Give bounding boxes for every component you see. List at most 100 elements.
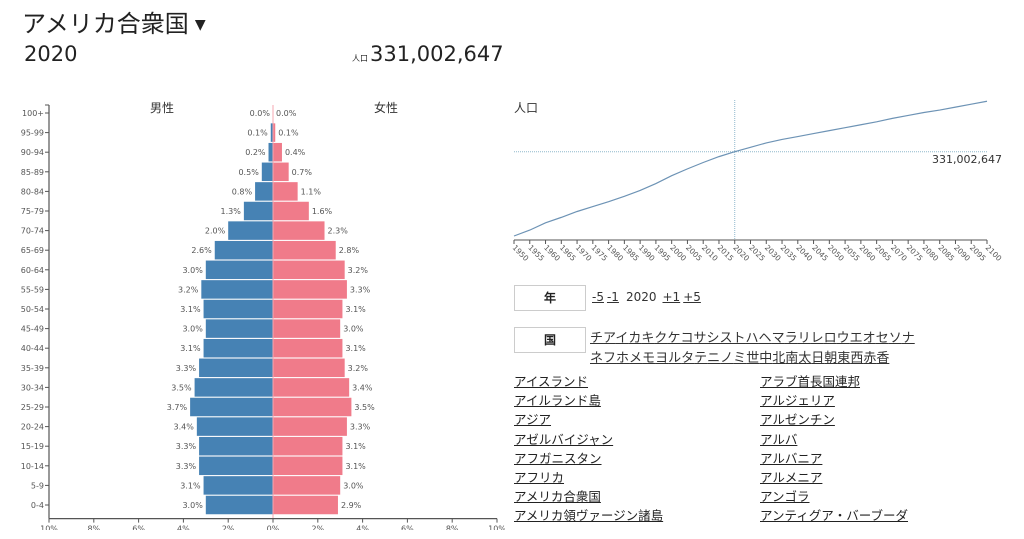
- kana-index-link[interactable]: オ: [862, 331, 876, 346]
- population-pyramid: 男性 女性 100+ 0.0% 0.0% 95-99 0.1% 0.1% 90-94 0.2%…: [21, 100, 505, 530]
- kana-index-link[interactable]: ロ: [823, 331, 837, 346]
- x-tick-label: 2060: [857, 243, 877, 263]
- kana-index-link[interactable]: 北: [772, 351, 786, 366]
- x-tick-label: 1985: [621, 243, 641, 263]
- country-link[interactable]: アルバニア: [760, 450, 823, 466]
- female-label: 女性: [374, 100, 398, 115]
- country-link[interactable]: アルメニア: [760, 470, 823, 486]
- male-bar: [199, 436, 273, 456]
- country-link[interactable]: アフガニスタン: [514, 450, 602, 466]
- kana-index-link[interactable]: ノ: [720, 351, 734, 366]
- kana-index-link[interactable]: カ: [628, 331, 642, 346]
- male-bar: [203, 338, 273, 358]
- age-tick-label: 40-44: [21, 344, 44, 353]
- kana-index-link[interactable]: ヘ: [758, 331, 772, 346]
- kana-index-link[interactable]: ル: [668, 351, 682, 366]
- kana-index-link[interactable]: 世: [746, 351, 760, 366]
- kana-index-link[interactable]: 太: [798, 351, 812, 366]
- age-tick-label: 70-74: [21, 227, 44, 236]
- kana-index-link[interactable]: 香: [876, 351, 890, 366]
- kana-index-link[interactable]: フ: [603, 351, 617, 366]
- age-tick-label: 35-39: [21, 364, 44, 373]
- year-minus-1[interactable]: -1: [606, 290, 619, 304]
- x-tick-label: 1950: [511, 243, 531, 263]
- kana-index-link[interactable]: ク: [654, 331, 668, 346]
- country-link[interactable]: アンゴラ: [760, 489, 810, 505]
- dropdown-caret-icon[interactable]: ▼: [194, 17, 206, 33]
- kana-index-link[interactable]: ニ: [707, 351, 721, 366]
- kana-index-link[interactable]: イ: [615, 331, 629, 346]
- x-tick-label: 2040: [794, 243, 814, 263]
- kana-index-link[interactable]: 南: [785, 351, 799, 366]
- kana-index-link[interactable]: ケ: [667, 331, 681, 346]
- kana-index-link[interactable]: 東: [837, 351, 851, 366]
- female-value-label: 1.1%: [301, 187, 322, 196]
- kana-index-link[interactable]: ウ: [836, 331, 850, 346]
- kana-index-link[interactable]: シ: [706, 331, 720, 346]
- country-link[interactable]: アイルランド島: [514, 393, 601, 409]
- country-link[interactable]: アルジェリア: [760, 393, 835, 409]
- kana-index-link[interactable]: サ: [693, 331, 707, 346]
- kana-index-link[interactable]: ハ: [745, 331, 759, 346]
- country-link[interactable]: アンティグア・バーブーダ: [760, 508, 909, 524]
- year-plus-5[interactable]: +5: [683, 290, 701, 304]
- kana-index-link[interactable]: メ: [629, 351, 643, 366]
- kana-index-link[interactable]: ナ: [901, 331, 915, 346]
- kana-index-link[interactable]: タ: [681, 351, 695, 366]
- x-tick-label: 2020: [731, 243, 751, 263]
- year-plus-1[interactable]: +1: [662, 290, 681, 304]
- country-link[interactable]: アラブ首長国連邦: [760, 374, 861, 389]
- kana-index-link[interactable]: レ: [810, 331, 824, 346]
- kana-index-link[interactable]: 朝: [824, 351, 838, 366]
- age-tick-label: 30-34: [21, 383, 44, 392]
- male-value-label: 3.7%: [167, 403, 188, 412]
- kana-index-link[interactable]: ホ: [616, 351, 630, 366]
- year-minus-5[interactable]: -5: [592, 290, 604, 304]
- male-value-label: 3.1%: [180, 344, 201, 353]
- kana-index-link[interactable]: マ: [771, 331, 785, 346]
- kana-index-link[interactable]: ト: [732, 331, 746, 346]
- x-tick-label: 1975: [589, 243, 609, 263]
- kana-index-link[interactable]: ア: [603, 331, 616, 346]
- x-tick-label: 2080: [921, 243, 941, 263]
- kana-index-link[interactable]: セ: [875, 331, 889, 346]
- male-bar: [243, 201, 273, 221]
- kana-index-link[interactable]: テ: [694, 351, 708, 366]
- kana-index-link[interactable]: ラ: [784, 331, 798, 346]
- kana-index-link[interactable]: 赤: [863, 351, 877, 366]
- kana-index-link[interactable]: チ: [590, 331, 604, 346]
- country-link[interactable]: アメリカ合衆国: [514, 489, 601, 505]
- x-tick-label: 2000: [668, 243, 688, 263]
- age-tick-label: 60-64: [21, 266, 44, 275]
- x-tick-label: 2010: [700, 243, 720, 263]
- kana-index-link[interactable]: モ: [642, 351, 656, 366]
- country-link[interactable]: アメリカ領ヴァージン諸島: [514, 508, 664, 524]
- kana-index-link[interactable]: 西: [850, 351, 864, 366]
- kana-index-link[interactable]: ソ: [888, 331, 902, 346]
- country-link[interactable]: アイスランド: [514, 374, 589, 389]
- kana-index-link[interactable]: キ: [641, 331, 655, 346]
- country-link[interactable]: アフリカ: [514, 470, 565, 486]
- kana-index-link[interactable]: ヨ: [655, 351, 669, 366]
- kana-index-link[interactable]: コ: [680, 331, 694, 346]
- female-bar: [273, 260, 345, 280]
- female-value-label: 0.7%: [292, 168, 313, 177]
- female-bar: [273, 476, 341, 495]
- kana-index-link[interactable]: 中: [759, 351, 773, 366]
- line-chart-title: 人口: [514, 101, 538, 115]
- male-value-label: 0.5%: [238, 168, 259, 177]
- x-tick-label: 2100: [984, 243, 1004, 263]
- country-link[interactable]: アルバ: [760, 431, 798, 447]
- kana-index-link[interactable]: エ: [849, 331, 863, 346]
- country-link[interactable]: アルゼンチン: [760, 412, 835, 428]
- age-tick-label: 85-89: [21, 168, 44, 177]
- kana-index-link[interactable]: ミ: [733, 351, 747, 366]
- country-selector[interactable]: アメリカ合衆国 ▼: [22, 4, 206, 39]
- kana-index-link[interactable]: 日: [811, 351, 825, 366]
- female-bar: [273, 495, 338, 515]
- kana-index-link[interactable]: リ: [797, 331, 811, 346]
- country-link[interactable]: アゼルバイジャン: [514, 431, 614, 447]
- kana-index-link[interactable]: ス: [719, 331, 733, 346]
- country-link[interactable]: アジア: [514, 412, 552, 428]
- kana-index-link[interactable]: ネ: [590, 351, 604, 366]
